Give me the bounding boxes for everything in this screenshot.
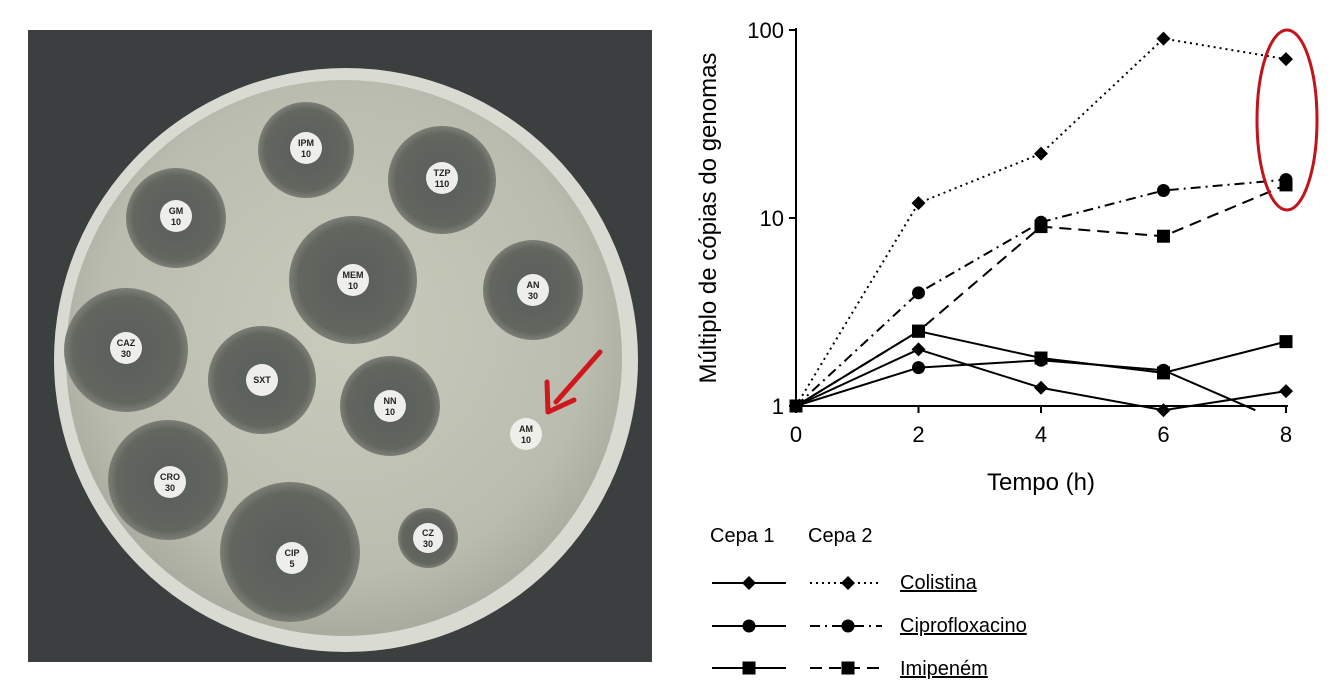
legend-label-ciprofloxacino: Ciprofloxacino xyxy=(900,615,1027,637)
disk-label: CRO xyxy=(160,472,180,482)
data-point xyxy=(1157,184,1170,198)
disk-dose: 10 xyxy=(171,217,181,227)
legend-marker xyxy=(742,576,756,590)
disk-dose: 10 xyxy=(385,407,395,417)
disk-tzp: TZP 110 xyxy=(426,162,458,194)
data-point xyxy=(912,361,925,375)
legend-label-colistina: Colistina xyxy=(900,572,978,594)
red-arrow-icon xyxy=(544,349,603,415)
chart-legend: Cepa 1 Cepa 2 Colistina Ciprofloxacino I… xyxy=(710,525,1027,680)
disk-dose: 30 xyxy=(165,483,175,493)
legend-keys xyxy=(712,576,882,675)
antibiotic-disks: IPM 10 TZP 110 GM 10 MEM 10 AN 30 CAZ 30 xyxy=(110,132,549,574)
legend-header-cepa-2: Cepa 2 xyxy=(808,525,873,547)
x-tick-label: 6 xyxy=(1157,422,1169,447)
antibiogram-photo: IPM 10 TZP 110 GM 10 MEM 10 AN 30 CAZ 30 xyxy=(28,30,652,662)
legend-marker xyxy=(841,619,855,633)
disk-dose: 10 xyxy=(521,435,531,445)
series-cepa-1-colistina xyxy=(789,342,1293,418)
inhibition-halos xyxy=(64,102,583,622)
disk-label: SXT xyxy=(253,375,271,385)
data-point xyxy=(1157,229,1170,243)
disk-dose: 30 xyxy=(121,349,131,359)
legend-label-imipenem: Imipeném xyxy=(900,658,988,680)
x-tick-label: 8 xyxy=(1280,422,1292,447)
y-tick-label: 10 xyxy=(760,206,784,231)
disk-label: CIP xyxy=(284,548,299,558)
legend-marker xyxy=(742,619,756,633)
data-point xyxy=(789,399,803,413)
disk-nn: NN 10 xyxy=(374,390,406,422)
disk-cip: CIP 5 xyxy=(276,542,308,574)
data-point xyxy=(1279,52,1293,67)
disk-cz: CZ 30 xyxy=(413,523,443,553)
x-tick-label: 4 xyxy=(1035,422,1047,447)
data-point xyxy=(1156,403,1171,418)
highlight-ellipse xyxy=(1255,28,1319,212)
disk-gm: GM 10 xyxy=(160,200,192,232)
data-point xyxy=(1034,220,1048,234)
disk-label: AN xyxy=(527,280,540,290)
disk-mem: MEM 10 xyxy=(337,264,369,296)
genome-copies-chart: 0 2 4 6 8 1 10 100 Múltiplo de cópias do genoma… xyxy=(695,18,1319,680)
disk-dose: 110 xyxy=(435,179,450,189)
disk-dose: 30 xyxy=(528,291,538,301)
disk-label: AM xyxy=(519,424,533,434)
x-axis-label: Tempo (h) xyxy=(987,469,1095,496)
data-point xyxy=(1034,380,1048,395)
data-point xyxy=(912,286,925,300)
disk-label: GM xyxy=(169,206,184,216)
disk-label: NN xyxy=(384,396,397,406)
data-point xyxy=(911,342,926,357)
data-point xyxy=(1034,146,1048,161)
data-point xyxy=(1157,366,1170,380)
disk-label: MEM xyxy=(343,270,364,280)
disk-label: CAZ xyxy=(117,338,136,348)
legend-marker xyxy=(742,661,756,675)
x-tick-label: 2 xyxy=(912,422,924,447)
data-point xyxy=(1279,178,1293,192)
data-point xyxy=(1034,351,1048,365)
chart-series xyxy=(789,31,1293,418)
data-point xyxy=(1279,335,1293,349)
data-point xyxy=(911,196,926,211)
chart-axes: 0 2 4 6 8 1 10 100 xyxy=(747,18,1292,447)
legend-header-cepa-1: Cepa 1 xyxy=(710,525,775,547)
y-axis-label: Múltiplo de cópias do genomas xyxy=(695,53,722,384)
y-tick-label: 100 xyxy=(747,18,784,43)
data-point xyxy=(912,324,925,338)
x-tick-label: 0 xyxy=(790,422,802,447)
series-cepa-1-ciprofloxacino xyxy=(789,353,1256,413)
data-point xyxy=(1279,384,1293,399)
series-cepa-1-imipeném xyxy=(789,324,1293,413)
disk-label: IPM xyxy=(298,138,314,148)
legend-marker xyxy=(841,576,855,590)
disk-cro: CRO 30 xyxy=(154,466,186,498)
disk-ipm: IPM 10 xyxy=(290,132,322,164)
disk-label: CZ xyxy=(422,528,434,538)
disk-am: AM 10 xyxy=(510,418,542,450)
y-tick-label: 1 xyxy=(772,394,784,419)
disk-an: AN 30 xyxy=(517,274,549,306)
disk-dose: 30 xyxy=(423,539,433,549)
series-cepa-2-imipeném xyxy=(789,178,1293,413)
disk-dose: 10 xyxy=(301,149,311,159)
disk-label: TZP xyxy=(434,168,451,178)
disk-dose: 5 xyxy=(289,559,294,569)
disk-caz: CAZ 30 xyxy=(110,332,142,364)
data-point xyxy=(1156,31,1171,46)
disk-dose: 10 xyxy=(348,281,358,291)
legend-marker xyxy=(841,661,855,675)
disk-sxt: SXT xyxy=(246,364,278,396)
